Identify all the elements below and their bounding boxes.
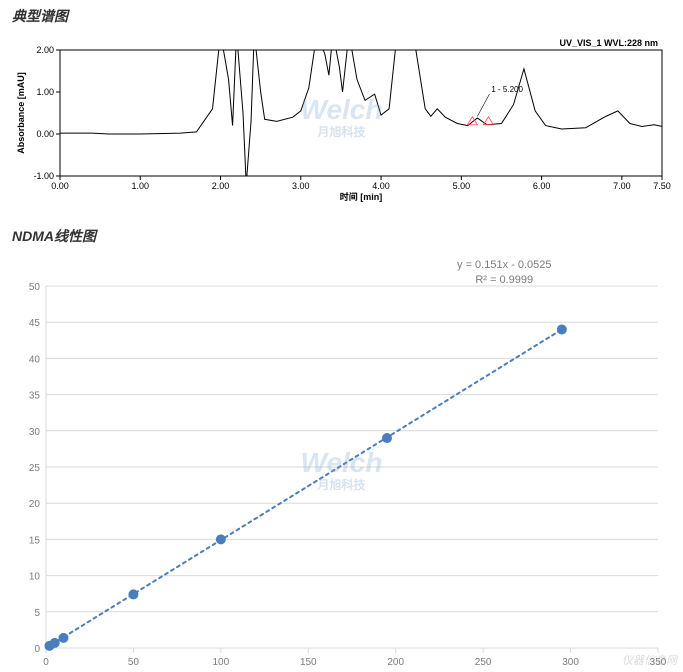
regression-equation: y = 0.151x - 0.0525 R² = 0.9999 bbox=[457, 258, 551, 288]
svg-text:45: 45 bbox=[28, 318, 40, 329]
svg-text:250: 250 bbox=[474, 657, 491, 668]
svg-text:2.00: 2.00 bbox=[36, 45, 54, 55]
svg-text:5: 5 bbox=[34, 608, 40, 619]
svg-text:30: 30 bbox=[28, 427, 40, 438]
equation-line: y = 0.151x - 0.0525 bbox=[457, 258, 551, 273]
svg-text:0.00: 0.00 bbox=[36, 129, 54, 139]
svg-text:15: 15 bbox=[28, 535, 40, 546]
svg-text:40: 40 bbox=[28, 354, 40, 365]
svg-text:5.00: 5.00 bbox=[452, 181, 470, 191]
svg-text:1.00: 1.00 bbox=[131, 181, 149, 191]
svg-text:50: 50 bbox=[127, 657, 139, 668]
svg-text:0: 0 bbox=[34, 644, 40, 655]
footer-watermark: 仪器信息网 bbox=[622, 652, 677, 668]
svg-text:2.00: 2.00 bbox=[211, 181, 229, 191]
svg-text:50: 50 bbox=[28, 282, 40, 293]
svg-text:4.00: 4.00 bbox=[372, 181, 390, 191]
svg-text:1 - 5.200: 1 - 5.200 bbox=[491, 85, 523, 94]
svg-text:3.00: 3.00 bbox=[292, 181, 310, 191]
linearity-chart: y = 0.151x - 0.0525 R² = 0.9999 0 5 10 15 20… bbox=[12, 252, 672, 672]
svg-text:0: 0 bbox=[43, 657, 49, 668]
svg-text:6.00: 6.00 bbox=[532, 181, 550, 191]
svg-text:200: 200 bbox=[387, 657, 404, 668]
svg-text:7.00: 7.00 bbox=[613, 181, 631, 191]
svg-text:150: 150 bbox=[299, 657, 316, 668]
svg-text:20: 20 bbox=[28, 499, 40, 510]
svg-text:300: 300 bbox=[562, 657, 579, 668]
svg-text:-1.00: -1.00 bbox=[33, 171, 54, 181]
r2-line: R² = 0.9999 bbox=[457, 273, 551, 288]
svg-text:7.50: 7.50 bbox=[653, 181, 671, 191]
svg-text:UV_VIS_1 WVL:228 nm: UV_VIS_1 WVL:228 nm bbox=[559, 38, 658, 48]
svg-text:Absorbance [mAU]: Absorbance [mAU] bbox=[16, 72, 26, 154]
svg-text:0.00: 0.00 bbox=[51, 181, 69, 191]
section2-title: NDMA线性图 bbox=[0, 220, 683, 252]
svg-text:25: 25 bbox=[28, 463, 40, 474]
svg-text:10: 10 bbox=[28, 572, 40, 583]
svg-text:35: 35 bbox=[28, 391, 40, 402]
svg-text:1.00: 1.00 bbox=[36, 87, 54, 97]
chromatogram-chart: -1.000.001.002.000.001.002.003.004.005.0… bbox=[12, 32, 672, 202]
svg-text:100: 100 bbox=[212, 657, 229, 668]
svg-text:时间 [min]: 时间 [min] bbox=[339, 191, 382, 202]
section1-title: 典型谱图 bbox=[0, 0, 683, 32]
